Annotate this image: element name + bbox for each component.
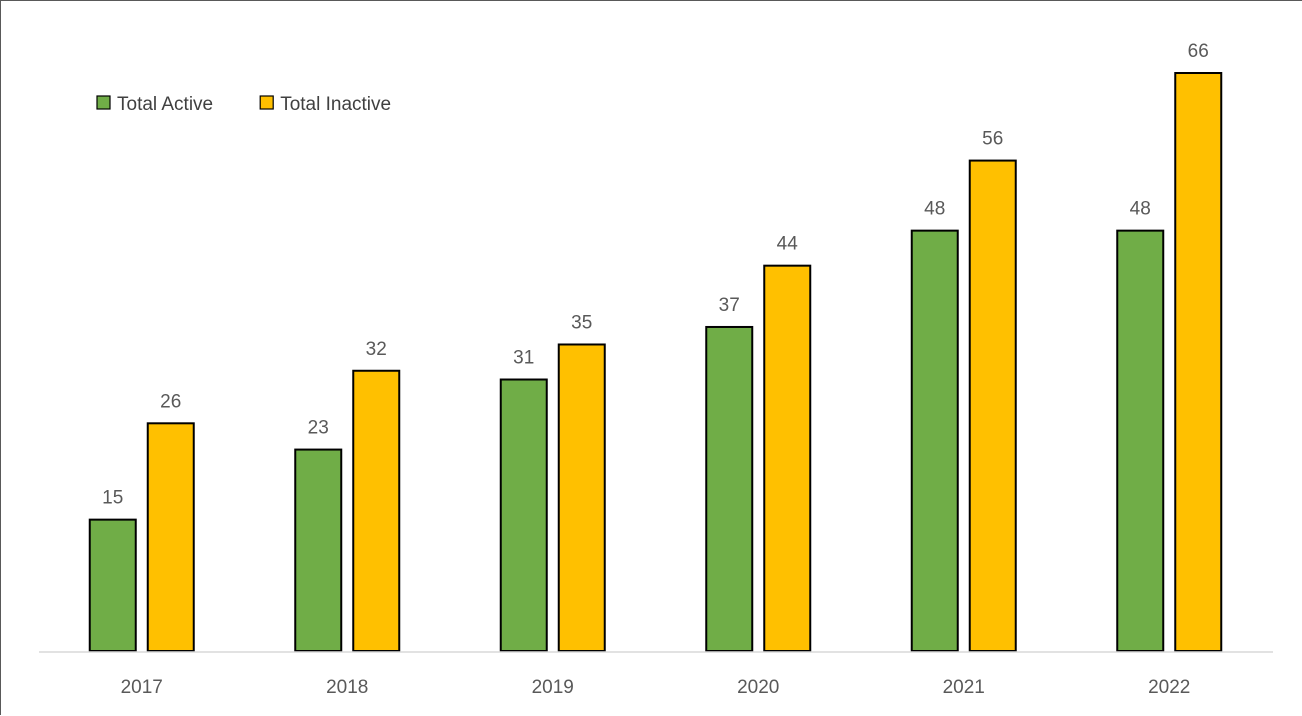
bar-total-active-2022 bbox=[1116, 229, 1165, 653]
x-tick-label-2018: 2018 bbox=[326, 677, 368, 698]
data-label-total-inactive-2018: 32 bbox=[366, 339, 387, 360]
bar-total-inactive-2022 bbox=[1174, 72, 1223, 652]
bar-total-active-2017 bbox=[88, 518, 137, 652]
legend-label-total-inactive: Total Inactive bbox=[280, 94, 391, 115]
data-label-total-active-2019: 31 bbox=[513, 348, 534, 369]
bar-total-inactive-2020 bbox=[763, 264, 812, 652]
data-labels-layer: 15 26 23 32 31 35 37 44 48 56 48 66 bbox=[102, 41, 1209, 509]
data-label-total-active-2017: 15 bbox=[102, 488, 123, 509]
legend-label-total-active: Total Active bbox=[117, 94, 213, 115]
data-label-total-active-2018: 23 bbox=[308, 418, 329, 439]
bar-total-inactive-2017 bbox=[146, 422, 195, 653]
data-label-total-active-2020: 37 bbox=[719, 295, 740, 316]
data-label-total-inactive-2017: 26 bbox=[160, 391, 181, 412]
data-label-total-inactive-2020: 44 bbox=[777, 234, 799, 255]
bar-total-active-2020 bbox=[705, 325, 754, 652]
data-label-total-inactive-2022: 66 bbox=[1188, 41, 1209, 62]
x-tick-label-2017: 2017 bbox=[121, 677, 163, 698]
bar-total-active-2019 bbox=[499, 378, 548, 652]
bar-total-active-2021 bbox=[910, 229, 959, 653]
x-tick-label-2022: 2022 bbox=[1148, 677, 1190, 698]
data-label-total-inactive-2021: 56 bbox=[982, 129, 1003, 150]
legend-swatch-total-active bbox=[96, 95, 111, 110]
bar-total-inactive-2018 bbox=[352, 369, 401, 652]
bar-total-inactive-2019 bbox=[557, 343, 606, 652]
x-tick-labels: 2017 2018 2019 2020 2021 2022 bbox=[121, 677, 1191, 698]
bar-total-active-2018 bbox=[294, 448, 343, 652]
x-tick-label-2021: 2021 bbox=[943, 677, 985, 698]
legend-swatch-total-inactive bbox=[259, 95, 274, 110]
x-tick-label-2020: 2020 bbox=[737, 677, 779, 698]
data-label-total-inactive-2019: 35 bbox=[571, 312, 592, 333]
data-label-total-active-2021: 48 bbox=[924, 199, 945, 220]
bar-total-inactive-2021 bbox=[968, 159, 1017, 653]
legend: Total Active Total Inactive bbox=[96, 94, 391, 115]
bars-layer bbox=[88, 72, 1223, 653]
data-label-total-active-2022: 48 bbox=[1130, 199, 1151, 220]
x-tick-label-2019: 2019 bbox=[532, 677, 574, 698]
